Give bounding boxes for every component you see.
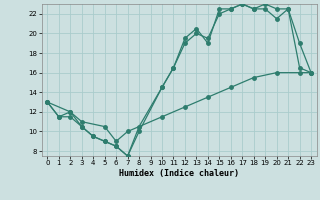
X-axis label: Humidex (Indice chaleur): Humidex (Indice chaleur) (119, 169, 239, 178)
